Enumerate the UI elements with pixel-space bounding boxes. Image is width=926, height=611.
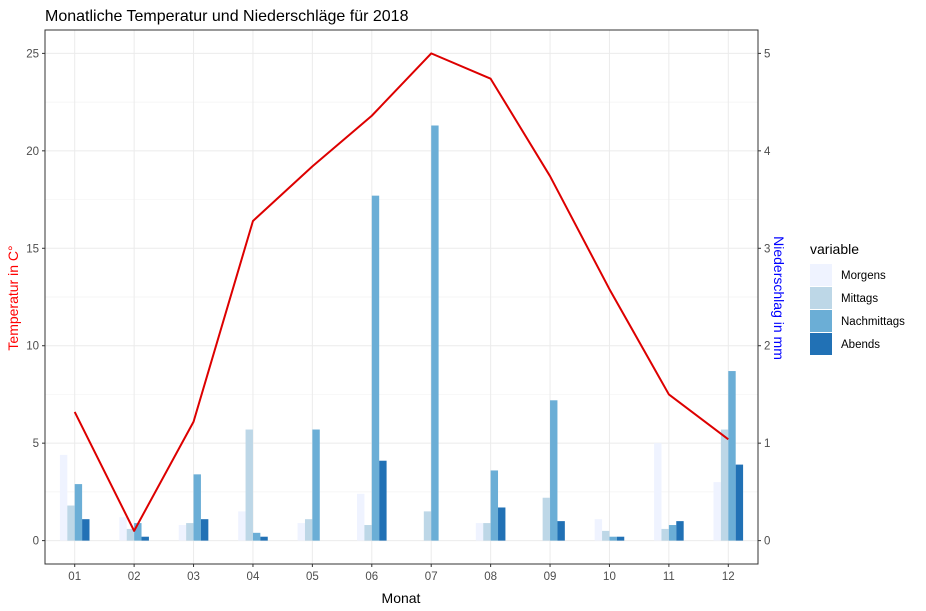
y-left-tick-label: 5 <box>33 438 39 450</box>
x-tick-label: 03 <box>187 571 200 583</box>
bar-morgens-03 <box>178 525 187 541</box>
bar-morgens-02 <box>119 517 127 541</box>
bar-nachmittags-07 <box>431 125 439 541</box>
bar-mittags-11 <box>661 528 669 541</box>
y-left-tick-label: 20 <box>26 146 39 158</box>
x-tick-label: 01 <box>68 571 81 583</box>
bar-mittags-01 <box>67 505 75 541</box>
x-tick-label: 06 <box>365 571 378 583</box>
bar-morgens-11 <box>654 443 662 541</box>
y-left-tick-label: 25 <box>26 48 39 60</box>
bar-nachmittags-02 <box>134 523 142 541</box>
x-tick-label: 09 <box>544 571 557 583</box>
y-right-tick-label: 5 <box>764 48 770 60</box>
x-tick-label: 02 <box>128 571 141 583</box>
bar-abends-04 <box>260 536 268 541</box>
x-tick-label: 11 <box>663 571 675 583</box>
bar-nachmittags-01 <box>74 484 83 541</box>
bar-mittags-09 <box>542 497 551 541</box>
bar-nachmittags-03 <box>193 474 201 541</box>
bar-mittags-05 <box>304 519 313 541</box>
bar-mittags-08 <box>483 523 491 541</box>
bar-mittags-10 <box>602 530 610 541</box>
x-tick-label: 04 <box>247 571 260 583</box>
x-tick-label: 12 <box>722 571 735 583</box>
bar-nachmittags-12 <box>728 371 736 541</box>
bar-nachmittags-11 <box>668 525 677 541</box>
x-tick-label: 10 <box>603 571 616 583</box>
y-left-tick-label: 10 <box>26 341 39 353</box>
bar-mittags-03 <box>186 523 194 541</box>
gridlines <box>45 30 758 564</box>
bar-morgens-12 <box>713 482 721 541</box>
bar-nachmittags-04 <box>252 532 261 541</box>
bar-morgens-04 <box>238 511 246 541</box>
bars <box>59 125 744 541</box>
bar-abends-10 <box>616 536 625 541</box>
legend-label-morgens: Morgens <box>841 270 886 282</box>
bar-morgens-08 <box>475 523 484 541</box>
legend-key-abends <box>810 333 832 355</box>
y-right-tick-label: 3 <box>764 243 770 255</box>
bar-nachmittags-06 <box>371 195 380 541</box>
y-right-tick-label: 4 <box>764 146 771 158</box>
y-left-tick-label: 0 <box>33 536 39 548</box>
bar-nachmittags-09 <box>550 400 558 541</box>
bar-morgens-10 <box>594 519 603 541</box>
legend-label-mittags: Mittags <box>841 293 878 305</box>
bar-nachmittags-08 <box>490 470 499 541</box>
y-right-tick-label: 1 <box>764 438 770 450</box>
bar-abends-06 <box>379 460 387 541</box>
bar-nachmittags-05 <box>312 429 320 541</box>
legend-title: variable <box>810 241 859 257</box>
bar-mittags-07 <box>423 511 432 541</box>
bar-mittags-02 <box>126 528 135 541</box>
y-right-axis-title: Niederschlag in mm <box>771 236 787 360</box>
x-tick-label: 08 <box>484 571 497 583</box>
legend-key-nachmittags <box>810 310 832 332</box>
legend-key-morgens <box>810 264 832 286</box>
legend: variable Morgens Mittags Nachmittags Abends <box>810 241 905 355</box>
temperature-line <box>73 52 729 532</box>
bar-mittags-06 <box>364 525 372 541</box>
y-left-tick-label: 15 <box>26 243 39 255</box>
x-tick-label: 07 <box>425 571 438 583</box>
bar-morgens-01 <box>59 454 68 541</box>
legend-key-mittags <box>810 287 832 309</box>
bar-abends-08 <box>498 507 506 541</box>
bar-abends-12 <box>735 464 744 541</box>
y-right-tick-label: 2 <box>764 341 770 353</box>
bar-abends-11 <box>676 521 684 541</box>
bar-mittags-04 <box>245 429 253 541</box>
x-tick-label: 05 <box>306 571 319 583</box>
legend-label-nachmittags: Nachmittags <box>841 316 905 328</box>
temperature-line-group <box>73 52 729 532</box>
bar-mittags-12 <box>720 429 729 541</box>
bar-abends-02 <box>141 536 149 541</box>
bar-nachmittags-10 <box>609 536 617 541</box>
x-axis-title: Monat <box>382 590 421 606</box>
y-right-tick-label: 0 <box>764 536 770 548</box>
bar-abends-09 <box>557 521 565 541</box>
legend-label-abends: Abends <box>841 339 880 351</box>
bar-morgens-06 <box>356 493 365 541</box>
chart-title: Monatliche Temperatur und Niederschläge … <box>45 8 409 25</box>
plot-border <box>44 29 759 565</box>
y-left-axis-title: Temperatur in C° <box>5 245 21 350</box>
bar-abends-01 <box>82 519 90 541</box>
bar-morgens-05 <box>297 523 305 541</box>
bar-abends-03 <box>200 519 209 541</box>
